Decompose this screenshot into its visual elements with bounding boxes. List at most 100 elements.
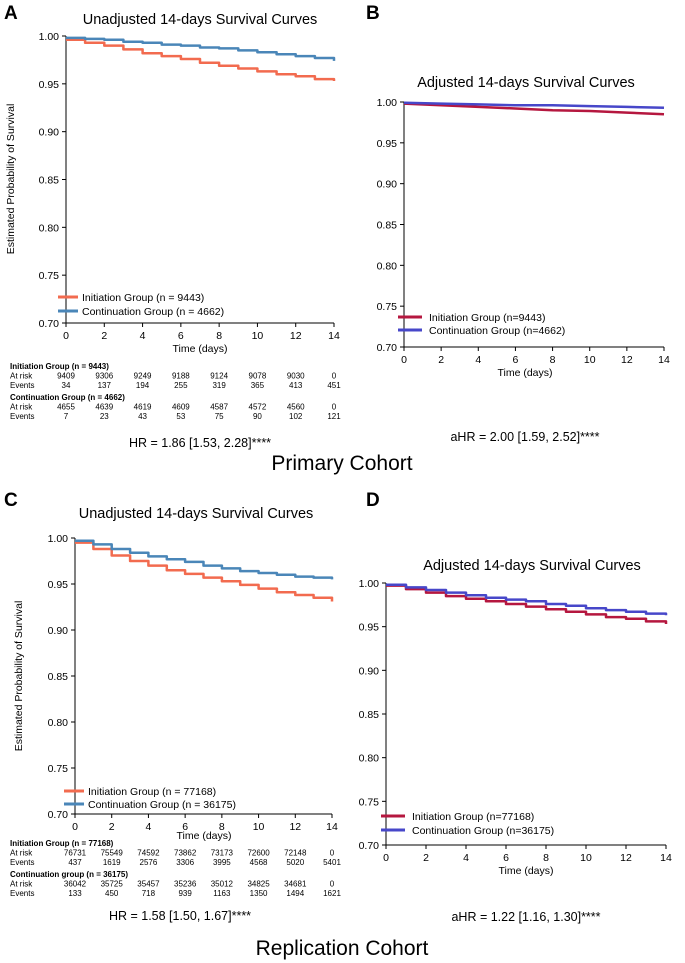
replication-cohort-label: Replication Cohort <box>256 937 429 960</box>
panel-b-y-tick-label: 1.00 <box>377 97 398 109</box>
panel-letter-b: B <box>366 3 380 24</box>
panel-c-events-value: 3995 <box>213 858 231 867</box>
panel-a-y-tick-label: 0.75 <box>39 270 60 282</box>
panel-a-events-label: Events <box>10 381 34 390</box>
panel-a-at-risk-value: 0 <box>332 403 337 412</box>
panel-a-events-value: 194 <box>136 381 150 390</box>
panel-b-y-tick-label: 0.70 <box>377 342 398 354</box>
panel-a-events-value: 255 <box>174 381 188 390</box>
panel-c-y-tick-label: 0.70 <box>48 809 69 821</box>
panel-c-y-tick-label: 0.85 <box>48 671 69 683</box>
panel-c-y-tick-label: 0.90 <box>48 625 69 637</box>
legend-label-initiation-a: Initiation Group (n = 9443) <box>82 292 204 304</box>
panel-c-events-value: 5401 <box>323 858 341 867</box>
panel-a-events-value: 451 <box>327 381 341 390</box>
panel-c-x-tick-label: 10 <box>253 821 265 833</box>
panel-a-x-tick-label: 12 <box>290 330 302 342</box>
legend-label-continuation-c: Continuation Group (n = 36175) <box>88 799 236 811</box>
panel-a-at-risk-value: 4639 <box>95 403 113 412</box>
panel-a-events-value: 23 <box>100 412 109 421</box>
panel-d-x-tick-label: 8 <box>543 852 549 864</box>
panel-b-legend: Initiation Group (n=9443) Continuation G… <box>398 312 565 337</box>
panel-b: B Adjusted 14-days Survival Curves 1.00 0… <box>366 3 670 444</box>
panel-a-at-risk-value: 4619 <box>134 403 152 412</box>
panel-c-at-risk-value: 76731 <box>64 849 87 858</box>
legend-label-initiation-b: Initiation Group (n=9443) <box>429 312 545 324</box>
panel-a-y-tick-label: 0.90 <box>39 127 60 139</box>
panel-c-at-risk-value: 35012 <box>211 880 234 889</box>
panel-d-title: Adjusted 14-days Survival Curves <box>423 558 641 574</box>
panel-c-series-continuation-line <box>75 539 334 580</box>
panel-a-series-initiation-line <box>66 38 336 81</box>
panel-c-x-tick-label: 2 <box>109 821 115 833</box>
panel-c-events-value: 1350 <box>250 889 268 898</box>
panel-a-at-risk-value: 9030 <box>287 372 305 381</box>
panel-a-at-risk-value: 4609 <box>172 403 190 412</box>
panel-c-events-value: 4568 <box>250 858 268 867</box>
panel-b-title: Adjusted 14-days Survival Curves <box>417 75 635 91</box>
panel-b-y-tick-label: 0.90 <box>377 179 398 191</box>
panel-a-hazard-ratio: HR = 1.86 [1.53, 2.28]**** <box>129 436 271 450</box>
panel-c-events-value: 718 <box>142 889 156 898</box>
panel-a-at-risk-value: 4587 <box>210 403 228 412</box>
panel-c-events-value: 133 <box>68 889 82 898</box>
panel-c-events-value: 1621 <box>323 889 341 898</box>
panel-d-x-tick-label: 0 <box>383 852 389 864</box>
panel-a-risk-group-title: Initiation Group (n = 9443) <box>10 362 109 371</box>
panel-c: C Unadjusted 14-days Survival Curves 1.0… <box>4 490 341 923</box>
panel-a: A Unadjusted 14-days Survival Curves 1.0… <box>4 3 341 450</box>
panel-a-events-value: 102 <box>289 412 303 421</box>
panel-c-at-risk-value: 0 <box>330 849 335 858</box>
panel-b-x-tick-label: 12 <box>621 354 633 366</box>
panel-a-events-value: 7 <box>64 412 69 421</box>
panel-d-x-axis-label: Time (days) <box>498 865 553 877</box>
panel-c-at-risk-value: 35236 <box>174 880 197 889</box>
panel-b-x-tick-label: 6 <box>513 354 519 366</box>
panel-a-title: Unadjusted 14-days Survival Curves <box>83 12 318 28</box>
panel-c-events-value: 1163 <box>213 889 231 898</box>
panel-a-x-tick-label: 14 <box>328 330 340 342</box>
panel-a-x-tick-label: 6 <box>178 330 184 342</box>
panel-c-hazard-ratio: HR = 1.58 [1.50, 1.67]**** <box>109 909 251 923</box>
legend-label-continuation-b: Continuation Group (n=4662) <box>429 325 565 337</box>
panel-d-y-tick-label: 0.80 <box>359 753 380 765</box>
panel-c-at-risk-value: 34681 <box>284 880 307 889</box>
panel-c-at-risk-label: At risk <box>10 849 33 858</box>
panel-a-at-risk-value: 9078 <box>249 372 267 381</box>
panel-a-y-tick-label: 0.70 <box>39 318 60 330</box>
panel-d-y-tick-label: 1.00 <box>359 578 380 590</box>
panel-c-at-risk-value: 72600 <box>247 849 270 858</box>
panel-b-hazard-ratio: aHR = 2.00 [1.59, 2.52]**** <box>450 430 599 444</box>
panel-a-events-value: 43 <box>138 412 147 421</box>
panel-d-series-initiation-line <box>386 584 668 624</box>
panel-c-events-value: 1619 <box>103 858 121 867</box>
panel-d-plot: 1.00 0.95 0.90 0.85 0.80 0.75 0.700 2 4 6 8 10 12 14 <box>359 578 672 864</box>
panel-c-title: Unadjusted 14-days Survival Curves <box>79 506 314 522</box>
panel-a-x-tick-label: 2 <box>101 330 107 342</box>
panel-c-y-tick-label: 0.80 <box>48 717 69 729</box>
panel-a-at-risk-value: 9249 <box>134 372 152 381</box>
panel-c-at-risk-value: 73862 <box>174 849 197 858</box>
panel-d-y-tick-label: 0.95 <box>359 622 380 634</box>
panel-d-series-continuation-line <box>386 583 668 616</box>
panel-c-y-axis-label: Estimated Probability of Survival <box>13 601 25 752</box>
panel-a-at-risk-value: 4572 <box>249 403 267 412</box>
panel-a-at-risk-value: 9188 <box>172 372 190 381</box>
panel-c-at-risk-value: 73173 <box>211 849 234 858</box>
panel-d-x-tick-label: 14 <box>660 852 672 864</box>
panel-a-plot: 1.00 0.95 0.90 0.85 0.80 0.75 0.700 2 4 6 8 10 12 14 <box>39 31 340 342</box>
panel-c-at-risk-label: At risk <box>10 880 33 889</box>
panel-c-events-value: 5020 <box>286 858 304 867</box>
panel-a-y-tick-label: 0.85 <box>39 175 60 187</box>
panel-c-plot: 1.00 0.95 0.90 0.85 0.80 0.75 0.700 2 4 6 8 10 12 14 <box>48 533 338 833</box>
panel-c-legend: Initiation Group (n = 77168) Continuatio… <box>64 786 236 811</box>
panel-a-x-tick-label: 10 <box>252 330 264 342</box>
panel-d-x-tick-label: 2 <box>423 852 429 864</box>
panel-c-at-risk-value: 34825 <box>247 880 270 889</box>
panel-a-events-value: 53 <box>176 412 185 421</box>
panel-a-events-value: 121 <box>327 412 341 421</box>
panel-c-events-value: 437 <box>68 858 82 867</box>
panel-c-events-value: 450 <box>105 889 119 898</box>
panel-a-events-value: 413 <box>289 381 303 390</box>
panel-a-events-value: 90 <box>253 412 262 421</box>
